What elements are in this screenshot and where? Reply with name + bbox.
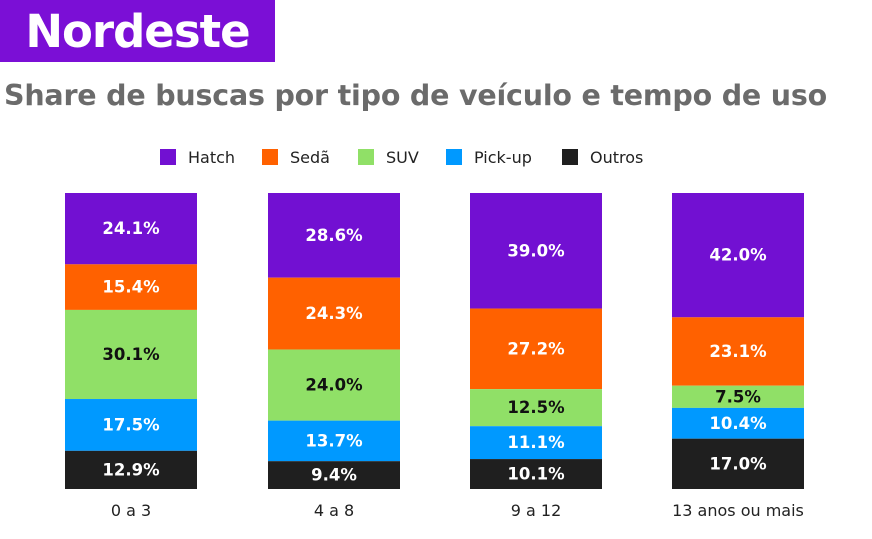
data-label: 23.1% xyxy=(709,342,767,361)
bar-segment-pick-up xyxy=(470,426,602,460)
data-label: 28.6% xyxy=(305,226,363,245)
data-label: 7.5% xyxy=(715,387,761,406)
legend-swatch xyxy=(446,149,462,165)
legend-item-outros: Outros xyxy=(562,145,643,169)
data-label: 10.1% xyxy=(507,465,565,484)
legend-swatch xyxy=(160,149,176,165)
bar-segment-sedã xyxy=(268,277,400,350)
bar-segment-hatch xyxy=(672,193,804,318)
bar-segment-suv xyxy=(470,389,602,427)
page-title: Nordeste xyxy=(25,4,250,58)
data-label: 12.9% xyxy=(102,460,160,479)
data-label: 17.0% xyxy=(709,454,767,473)
bar-segment-pick-up xyxy=(672,407,804,439)
bar-segment-suv xyxy=(268,349,400,421)
data-label: 13.7% xyxy=(305,431,363,450)
legend-item-hatch: Hatch xyxy=(160,145,235,169)
legend-item-suv: SUV xyxy=(358,145,419,169)
data-label: 12.5% xyxy=(507,398,565,417)
data-label: 17.5% xyxy=(102,415,160,434)
data-label: 15.4% xyxy=(102,278,160,297)
bar-segment-outros xyxy=(65,450,197,489)
title-banner: Nordeste xyxy=(0,0,275,62)
bar-segment-outros xyxy=(672,438,804,489)
data-label: 10.4% xyxy=(709,414,767,433)
legend-item-sedã: Sedã xyxy=(262,145,330,169)
bar-segment-outros xyxy=(470,459,602,489)
legend-label: Sedã xyxy=(290,147,330,167)
data-label: 27.2% xyxy=(507,339,565,358)
legend-label: SUV xyxy=(386,147,419,167)
bar-stack: 28.6% 24.3% 24.0% 13.7% 9.4% xyxy=(268,193,400,489)
data-label: 39.0% xyxy=(507,241,565,260)
bar-segment-sedã xyxy=(65,264,197,310)
x-tick-label: 4 a 8 xyxy=(314,501,354,520)
chart-subtitle: Share de buscas por tipo de veículo e te… xyxy=(4,79,827,112)
bar-segment-outros xyxy=(268,461,400,489)
bar-stack: 42.0% 23.1% 7.5% 10.4% 17.0% xyxy=(672,193,804,489)
bar-segment-pick-up xyxy=(65,399,197,451)
x-tick-label: 9 a 12 xyxy=(511,501,562,520)
bar-stack: 24.1% 15.4% 30.1% 17.5% 12.9% xyxy=(65,193,197,489)
chart-legend: Hatch Sedã SUV Pick-up Outros xyxy=(0,145,872,169)
bar-stack: 39.0% 27.2% 12.5% 11.1% 10.1% xyxy=(470,193,602,489)
bar-segment-pick-up xyxy=(268,420,400,462)
data-label: 24.3% xyxy=(305,304,363,323)
data-label: 9.4% xyxy=(311,466,357,485)
bar-segment-hatch xyxy=(470,193,602,309)
bar-segment-suv xyxy=(672,385,804,408)
legend-swatch xyxy=(262,149,278,165)
legend-swatch xyxy=(358,149,374,165)
bar-segment-sedã xyxy=(470,308,602,390)
x-tick-label: 13 anos ou mais xyxy=(672,501,804,520)
data-label: 30.1% xyxy=(102,345,160,364)
legend-label: Hatch xyxy=(188,147,236,167)
data-label: 24.0% xyxy=(305,376,363,395)
x-tick-label: 0 a 3 xyxy=(111,501,151,520)
legend-item-pick-up: Pick-up xyxy=(446,145,532,169)
bar-segment-sedã xyxy=(672,317,804,386)
data-label: 42.0% xyxy=(709,246,767,265)
bar-segment-suv xyxy=(65,309,197,400)
bar-segment-hatch xyxy=(65,193,197,265)
legend-label: Outros xyxy=(590,147,644,167)
data-label: 24.1% xyxy=(102,219,160,238)
legend-swatch xyxy=(562,149,578,165)
data-label: 11.1% xyxy=(507,433,565,452)
bar-segment-hatch xyxy=(268,193,400,278)
legend-label: Pick-up xyxy=(474,147,532,167)
